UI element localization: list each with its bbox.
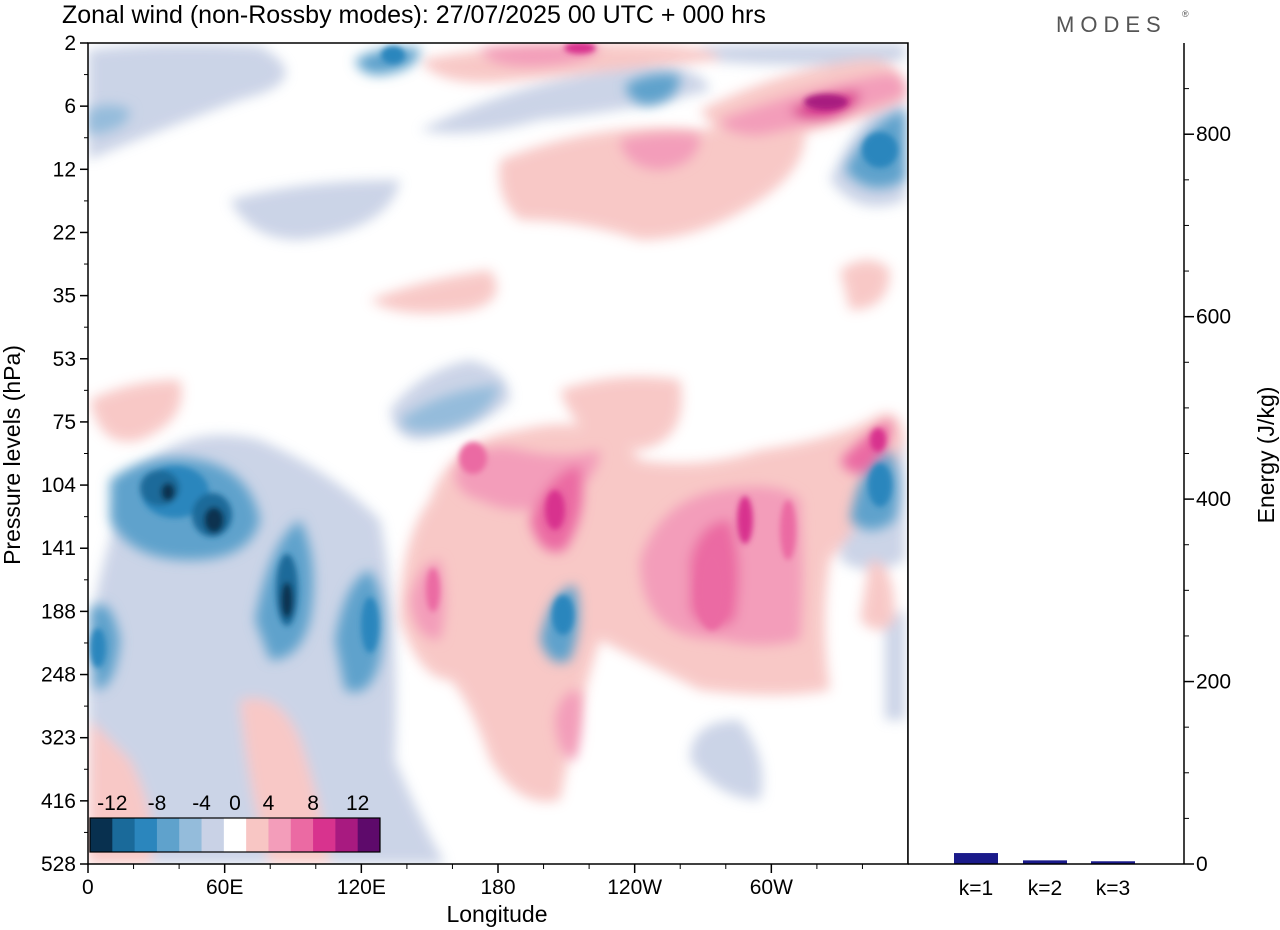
field-easterly-light [700, 43, 905, 65]
field-westerly-core [737, 496, 753, 544]
field-westerly-core [780, 500, 796, 560]
field-westerly-medium [555, 690, 582, 760]
energy-tick-label: 200 [1196, 671, 1231, 694]
x-tick-label: 180 [480, 876, 515, 899]
y-tick-label: 323 [41, 727, 76, 750]
energy-tick-label: 400 [1196, 488, 1231, 511]
energy-bar-chart: k=1 k=2 k=3 [907, 43, 1185, 900]
energy-bar-k=2 [1023, 860, 1067, 864]
field-easterly-core [204, 507, 224, 533]
field-westerly-core [804, 94, 848, 110]
field-westerly-core [564, 43, 596, 54]
field-westerly-core [696, 550, 728, 630]
energy-tick-label: 0 [1196, 853, 1208, 876]
field-easterly-core [862, 132, 898, 168]
field-easterly-light [885, 610, 905, 720]
field-westerly-light [90, 380, 182, 442]
field-easterly-core [161, 483, 175, 501]
chart-title: Zonal wind (non-Rossby modes): 27/07/202… [62, 1, 766, 29]
y-tick-label: 248 [41, 664, 76, 687]
colorbar-frame [89, 817, 381, 853]
energy-bar-k=3 [1091, 861, 1135, 864]
colorbar-swatch [313, 818, 336, 852]
x-tick-label: 60W [750, 876, 793, 899]
x-axis-label: Longitude [446, 901, 547, 927]
x-tick-label: 0 [82, 876, 94, 899]
field-easterly-core [552, 595, 574, 635]
colorbar-label: -4 [192, 792, 211, 815]
field-westerly-light [370, 270, 497, 314]
colorbar-swatch [134, 818, 158, 852]
colorbar-swatch [90, 818, 113, 852]
bar-category-label: k=3 [1096, 877, 1130, 900]
field-easterly-core [361, 597, 379, 653]
energy-axis-label: Energy (J/kg) [1253, 387, 1279, 524]
y-tick-label: 75 [53, 411, 76, 434]
field-easterly-medium [400, 385, 500, 432]
field-easterly-core [281, 582, 293, 618]
field-westerly-core [545, 490, 565, 530]
y-axis-label: Pressure levels (hPa) [0, 345, 25, 565]
colorbar-swatch [179, 818, 203, 852]
y-tick-label: 141 [41, 537, 76, 560]
field-westerly-core [459, 442, 487, 474]
colorbar-swatch [290, 818, 314, 852]
y-tick-label: 416 [41, 790, 76, 813]
field-easterly-core [381, 46, 405, 64]
y-tick-label: 104 [41, 474, 76, 497]
y-tick-label: 12 [53, 158, 76, 181]
field-easterly-light [230, 180, 400, 240]
energy-bar-k=1 [954, 853, 998, 864]
pressure-axis: 2 6 12 22 35 53 75 104 141 188 248 323 416 528 [41, 32, 88, 876]
field-easterly-light [88, 43, 286, 160]
longitude-axis: 0 60E 120E 180 120W 60W [82, 864, 863, 899]
colorbar-label: -12 [97, 792, 127, 815]
colorbar-label: 4 [263, 792, 275, 815]
y-tick-label: 188 [41, 600, 76, 623]
field-westerly-light [860, 560, 895, 630]
zonal-wind-heatmap [87, 42, 909, 865]
field-westerly-core [426, 568, 440, 612]
colorbar-swatch [223, 818, 247, 852]
field-westerly-light [560, 376, 682, 450]
y-tick-label: 2 [64, 32, 76, 55]
colorbar-label: 8 [307, 792, 319, 815]
bar-category-label: k=1 [959, 877, 993, 900]
colorbar-swatch [357, 818, 381, 852]
colorbar-swatch [156, 818, 180, 852]
colorbar-label: 12 [346, 792, 369, 815]
colorbar-swatch [268, 818, 292, 852]
y-tick-label: 6 [64, 95, 76, 118]
colorbar-label: -8 [148, 792, 167, 815]
bar-category-label: k=2 [1028, 877, 1062, 900]
y-tick-label: 35 [53, 285, 76, 308]
x-tick-label: 120W [607, 876, 662, 899]
energy-axis: 0 200 400 600 800 [1184, 88, 1231, 876]
y-tick-label: 528 [41, 853, 76, 876]
colorbar-swatch [246, 818, 269, 852]
x-tick-label: 60E [206, 876, 243, 899]
field-westerly-light [840, 260, 890, 310]
energy-tick-label: 800 [1196, 123, 1231, 146]
y-tick-label: 53 [53, 348, 76, 371]
colorbar-swatch [335, 818, 359, 852]
field-westerly-core [870, 428, 886, 452]
colorbar-swatch [201, 818, 225, 852]
y-tick-label: 22 [53, 221, 76, 244]
field-easterly-core [868, 463, 892, 507]
field-easterly-light [690, 720, 763, 800]
colorbar-legend: -12 -8 -4 0 4 8 12 [89, 792, 381, 853]
x-tick-label: 120E [337, 876, 386, 899]
field-easterly-medium [625, 73, 680, 105]
brand-logo: MODES [1056, 12, 1167, 37]
energy-tick-label: 600 [1196, 306, 1231, 329]
field-easterly-medium [88, 105, 130, 135]
brand-registered-mark: ® [1182, 9, 1189, 19]
field-westerly-medium [620, 133, 700, 170]
field-westerly-light [499, 110, 805, 240]
field-easterly-core [90, 628, 106, 668]
colorbar-swatch [112, 818, 136, 852]
colorbar-label: 0 [229, 792, 241, 815]
